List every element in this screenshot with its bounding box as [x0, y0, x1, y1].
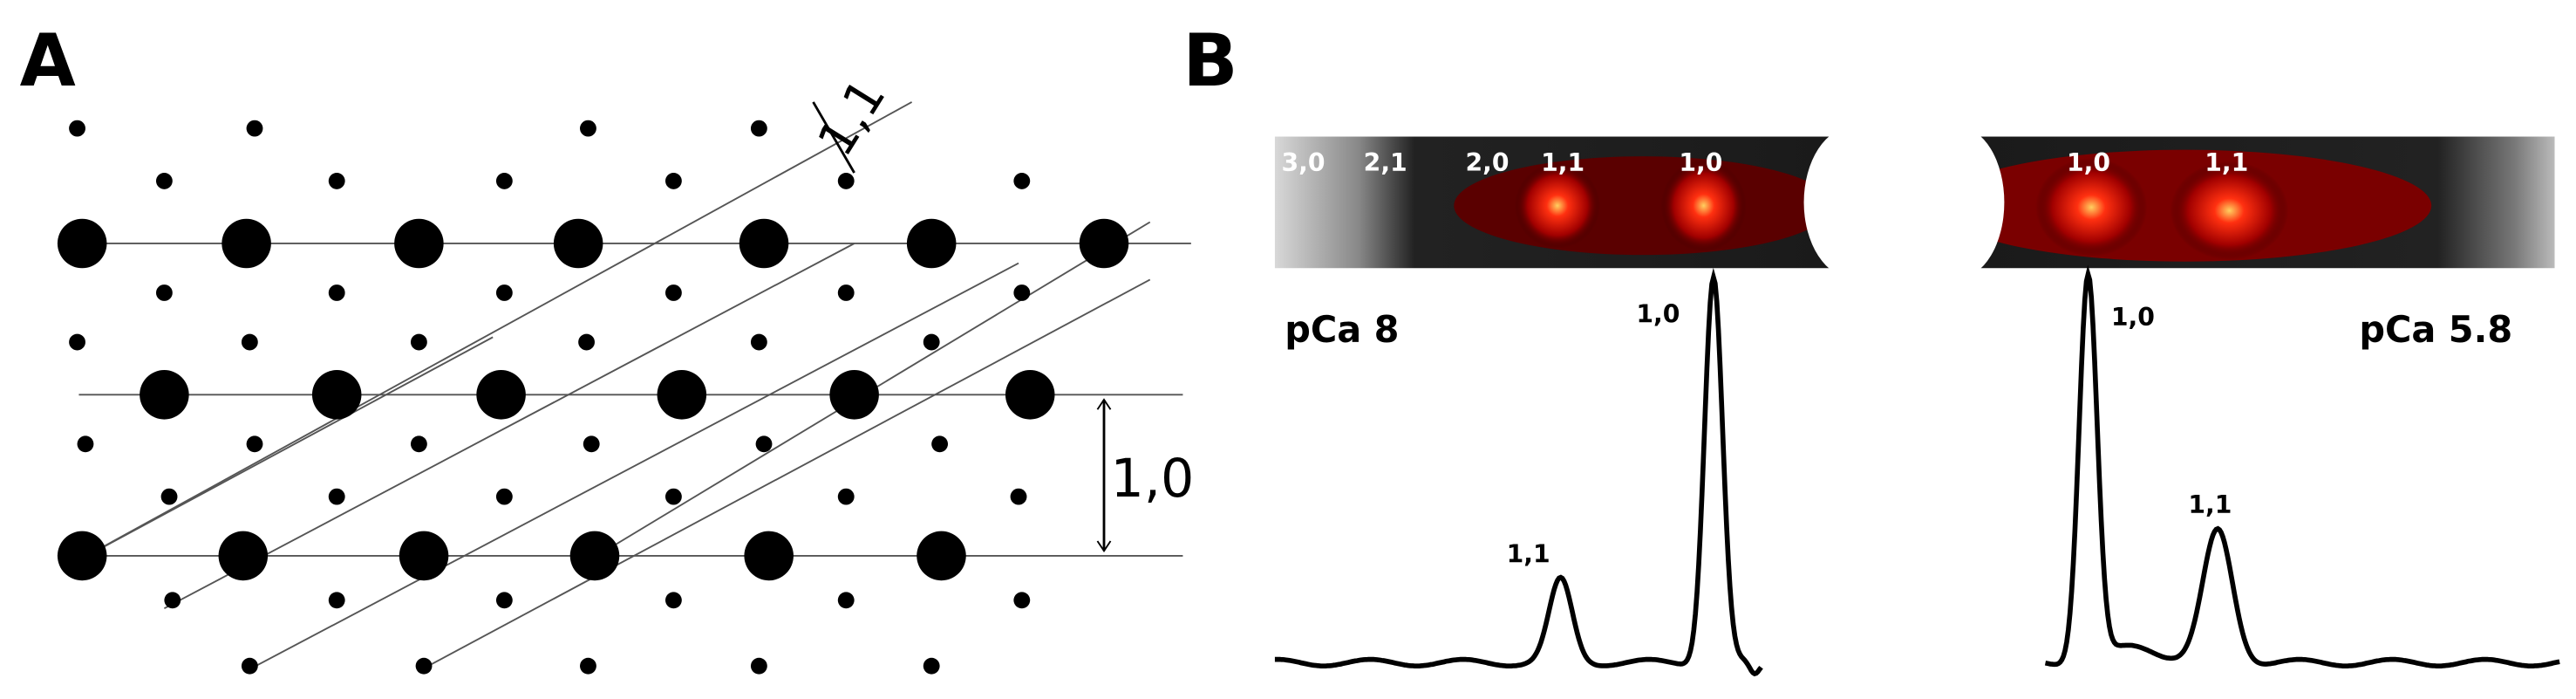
- peak-label: 1,0: [1636, 299, 1680, 328]
- reflection-label: 1,0: [1679, 148, 1722, 177]
- filament: [931, 435, 949, 453]
- filament: [246, 435, 263, 453]
- filament: [837, 284, 855, 301]
- filament: [1079, 218, 1129, 269]
- filament: [155, 172, 173, 189]
- filament: [553, 218, 603, 269]
- intensity-trace: [2044, 264, 2560, 668]
- filament: [837, 488, 855, 505]
- filament: [580, 120, 596, 137]
- condition-label: pCa 8: [1285, 309, 1399, 351]
- reflection-label: 1,1: [2205, 148, 2248, 177]
- filament: [57, 218, 107, 269]
- filament: [164, 592, 181, 609]
- arrow-head: [1096, 398, 1112, 410]
- filament: [241, 333, 258, 351]
- filament: [1010, 488, 1027, 505]
- peak-label: 1,1: [1507, 539, 1550, 568]
- filament: [1013, 592, 1031, 609]
- filament: [923, 657, 940, 675]
- reflection-label: 1,1: [1541, 148, 1584, 177]
- filament: [755, 435, 773, 453]
- diffraction-image: [1912, 127, 2555, 278]
- filament: [77, 435, 94, 453]
- filament: [664, 284, 682, 301]
- condition-label: pCa 5.8: [2359, 309, 2512, 351]
- lattice-line: [246, 262, 1019, 672]
- filament: [410, 333, 427, 351]
- filament: [837, 172, 855, 189]
- filament: [311, 370, 362, 420]
- filament: [495, 284, 513, 301]
- filament: [57, 531, 107, 581]
- filament: [657, 370, 707, 420]
- filament: [241, 657, 258, 675]
- filament: [495, 592, 513, 609]
- filament: [328, 592, 345, 609]
- intensity-trace: [1274, 267, 1763, 677]
- filament: [664, 488, 682, 505]
- filament: [221, 218, 271, 269]
- filament: [744, 531, 794, 581]
- filament: [750, 120, 767, 137]
- filament: [750, 657, 767, 675]
- filament: [664, 172, 682, 189]
- filament: [1013, 284, 1031, 301]
- filament: [578, 333, 595, 351]
- filament: [246, 120, 263, 137]
- filament: [218, 531, 269, 581]
- reflection-label: 2,0: [1465, 148, 1509, 177]
- filament: [917, 531, 966, 581]
- filament: [569, 531, 620, 581]
- filament: [160, 488, 178, 505]
- filament: [415, 657, 433, 675]
- filament: [394, 218, 444, 269]
- panel-label: B: [1182, 18, 1237, 103]
- filament: [69, 333, 85, 351]
- filament: [69, 120, 85, 137]
- filament: [829, 370, 879, 420]
- filament: [837, 592, 855, 609]
- filament: [328, 488, 345, 505]
- filament: [328, 172, 345, 189]
- peak-label: 1,1: [2188, 490, 2232, 519]
- panel-label: A: [20, 18, 76, 103]
- diffraction-image: [1274, 127, 1903, 278]
- reflection-label: 3,0: [1281, 148, 1325, 177]
- filament: [140, 370, 189, 420]
- filament: [664, 592, 682, 609]
- lattice-line: [65, 101, 913, 568]
- filament: [410, 435, 427, 453]
- filament: [583, 435, 600, 453]
- filament: [155, 284, 173, 301]
- peak-label: 1,0: [2111, 303, 2155, 332]
- reflection-label: 1,0: [2067, 148, 2110, 177]
- filament: [750, 333, 767, 351]
- filament: [580, 657, 596, 675]
- reflection-label: 2,1: [1364, 148, 1407, 177]
- filament: [495, 172, 513, 189]
- filament: [495, 488, 513, 505]
- filament: [1005, 370, 1055, 420]
- spacing-label: 1,0: [1111, 449, 1195, 510]
- arrow-head: [1096, 540, 1112, 552]
- filament: [399, 531, 449, 581]
- filament: [1013, 172, 1031, 189]
- filament: [476, 370, 526, 420]
- filament: [923, 333, 940, 351]
- filament: [739, 218, 789, 269]
- lattice-line: [163, 243, 855, 610]
- arrow: [812, 101, 855, 174]
- filament: [906, 218, 957, 269]
- lattice: [57, 101, 1191, 675]
- lattice-line: [418, 278, 1151, 672]
- filament: [328, 284, 345, 301]
